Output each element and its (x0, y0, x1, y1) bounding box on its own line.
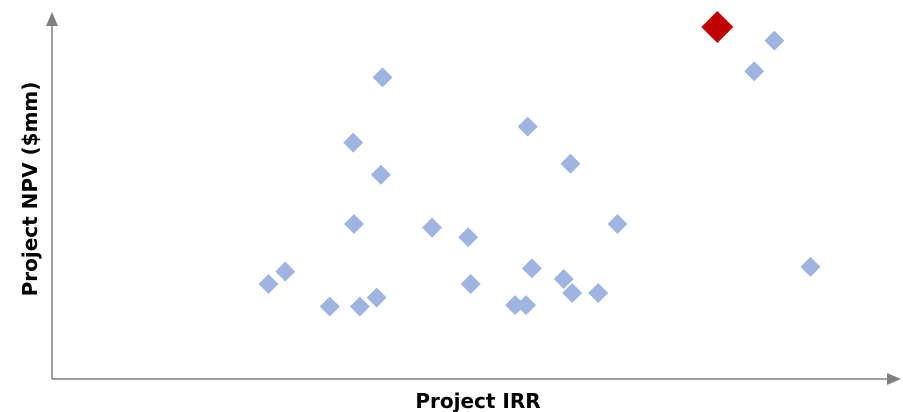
data-point-11 (458, 227, 479, 248)
data-point-14 (516, 295, 537, 316)
data-point-3 (319, 296, 340, 317)
data-point-13 (505, 295, 526, 316)
data-point-2 (275, 261, 296, 282)
data-point-7 (366, 287, 387, 308)
data-point-19 (562, 282, 583, 303)
data-point-9 (372, 67, 393, 88)
data-point-24 (800, 256, 821, 277)
data-point-23 (764, 30, 785, 51)
data-point-16 (521, 258, 542, 279)
data-point-6 (349, 296, 370, 317)
data-point-12 (460, 274, 481, 295)
data-point-5 (343, 132, 364, 153)
x-axis-arrow-icon (887, 373, 901, 385)
data-point-22 (744, 61, 765, 82)
y-axis-arrow-icon (46, 12, 58, 26)
x-axis-label: Project IRR (415, 389, 540, 412)
y-axis-label: Project NPV ($mm) (18, 82, 42, 297)
axes (46, 12, 901, 385)
data-point-18 (560, 153, 581, 174)
data-points (258, 10, 821, 317)
data-point-17 (553, 269, 574, 290)
data-point-1 (258, 274, 279, 295)
data-point-10 (422, 217, 443, 238)
data-point-21 (607, 214, 628, 235)
highlighted-data-point (701, 10, 734, 43)
data-point-20 (588, 282, 609, 303)
data-point-4 (344, 214, 365, 235)
data-point-15 (517, 116, 538, 137)
data-point-8 (370, 164, 391, 185)
